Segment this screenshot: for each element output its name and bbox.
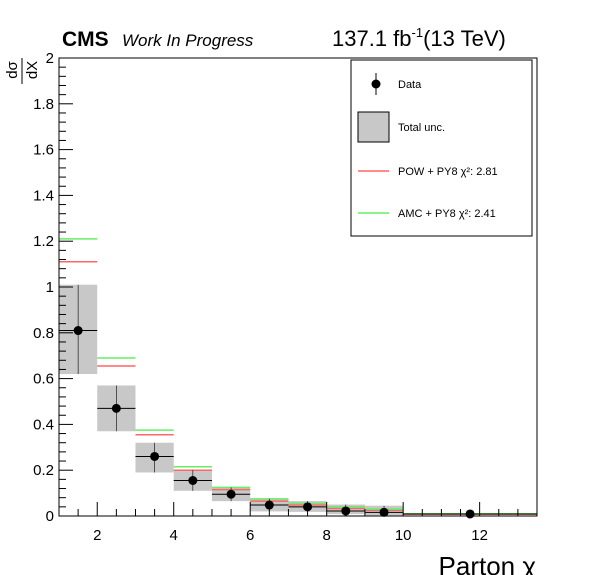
legend-unc-swatch [357,111,390,143]
y-tick-label: 1.2 [33,233,54,250]
data-point-5 [226,489,236,499]
y-tick-label: 1.6 [33,142,54,159]
data-point-7 [303,502,313,512]
data-point-1 [73,326,83,336]
y-axis-ticks: 0 0.2 0.4 0.6 0.8 1 1.2 1.4 1.6 1.8 2 [33,50,73,525]
data-point-3 [150,451,160,461]
y-tick-label: 0.4 [33,416,54,433]
legend-amc-label: AMC + PY8 χ²: 2.41 [398,208,496,220]
y-tick-label: 0 [46,508,54,525]
x-tick-label: 6 [246,527,254,544]
legend-pow-label: POW + PY8 χ²: 2.81 [398,166,498,178]
y-tick-label: 2 [46,50,54,67]
y-tick-label: 0.8 [33,325,54,342]
legend-box [350,59,533,237]
data-point-4 [188,476,198,486]
legend-unc-label: Total unc. [398,122,445,134]
y-axis-label-denominator: dX [24,61,41,79]
prediction-steps [59,238,537,515]
data-point-10 [465,509,475,519]
y-tick-label: 1.4 [33,187,54,204]
luminosity-label: 137.1 fb-1(13 TeV) [332,25,506,51]
uncertainty-bands [59,284,537,516]
x-tick-label: 8 [323,527,331,544]
y-tick-label: 0.6 [33,371,54,388]
x-tick-label: 4 [170,527,178,544]
luminosity-value: 137.1 fb [332,26,412,51]
legend-data-label: Data [398,79,422,91]
legend: Data Total unc. POW + PY8 χ²: 2.81 AMC +… [350,59,533,237]
legend-data-marker [371,79,381,89]
x-tick-label: 10 [395,527,412,544]
y-tick-label: 0.2 [33,462,54,479]
energy-label: (13 TeV) [423,26,506,51]
status-label: Work In Progress [122,31,254,50]
luminosity-exponent: -1 [412,25,424,40]
x-tick-label: 12 [471,527,488,544]
x-axis-ticks: 2 4 6 8 10 12 [58,502,538,544]
y-tick-label: 1 [46,279,54,296]
x-tick-label: 2 [93,527,101,544]
y-tick-label: 1.8 [33,96,54,113]
y-axis-label: dσ dX [4,58,41,84]
data-point-2 [111,403,121,413]
y-axis-label-numerator: dσ [4,60,21,78]
x-axis-label: Parton χ [439,551,537,575]
experiment-label: CMS [62,28,109,51]
data-point-6 [264,500,274,510]
